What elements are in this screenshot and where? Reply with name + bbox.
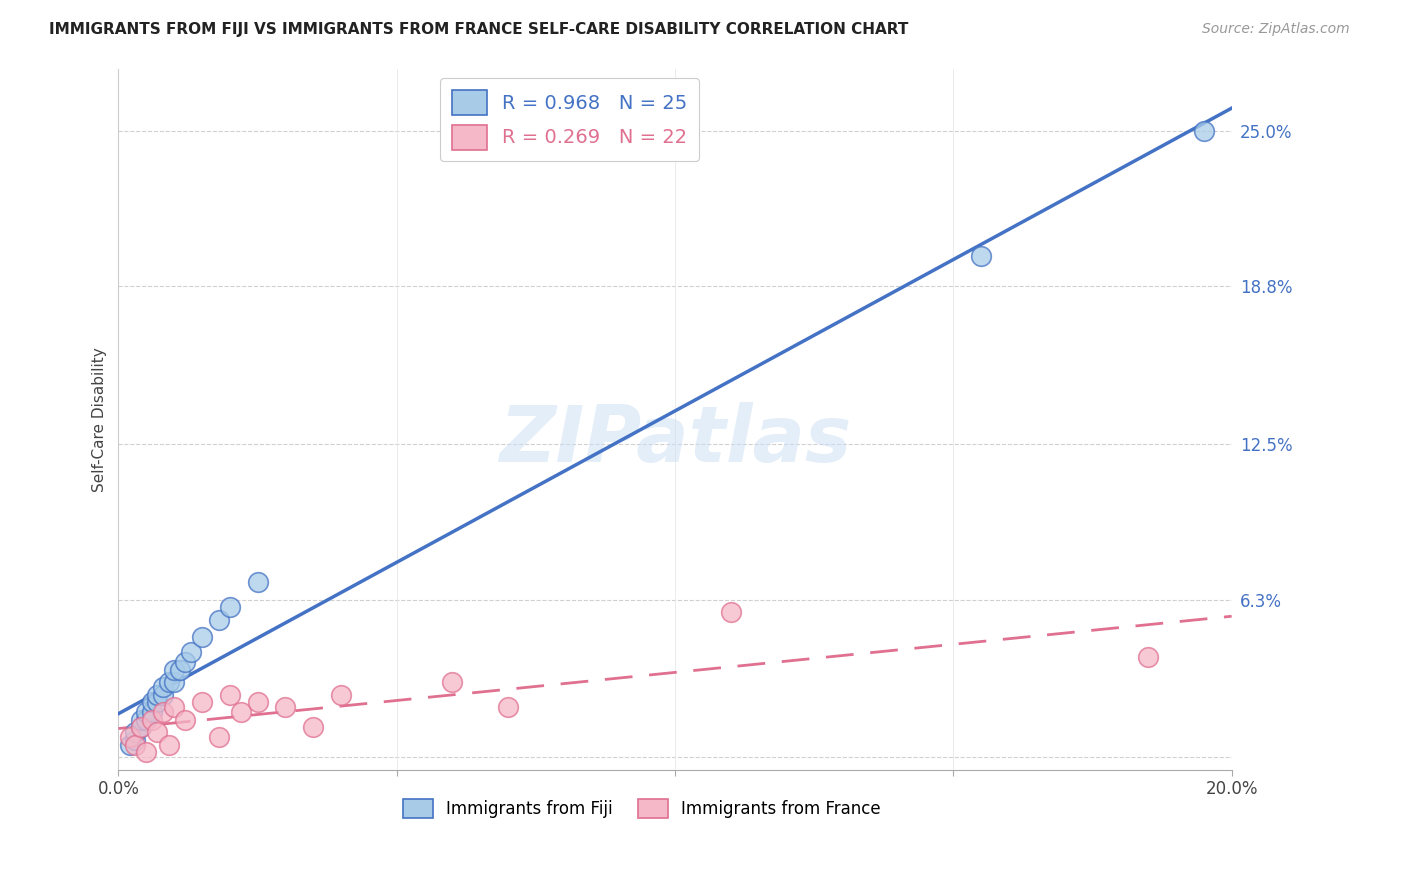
Point xyxy=(135,746,157,760)
Point xyxy=(118,731,141,745)
Point xyxy=(157,738,180,752)
Point xyxy=(191,695,214,709)
Point xyxy=(157,675,180,690)
Point xyxy=(146,695,169,709)
Point xyxy=(246,695,269,709)
Point xyxy=(302,720,325,734)
Point xyxy=(135,706,157,720)
Point xyxy=(152,688,174,702)
Point xyxy=(970,249,993,263)
Point xyxy=(1192,124,1215,138)
Point xyxy=(496,700,519,714)
Point xyxy=(174,655,197,669)
Point xyxy=(124,733,146,747)
Point xyxy=(169,663,191,677)
Point xyxy=(141,706,163,720)
Point xyxy=(163,700,186,714)
Point xyxy=(229,706,252,720)
Point xyxy=(124,738,146,752)
Legend: Immigrants from Fiji, Immigrants from France: Immigrants from Fiji, Immigrants from Fr… xyxy=(396,792,887,825)
Point xyxy=(1137,650,1160,665)
Point xyxy=(330,688,353,702)
Point xyxy=(207,613,229,627)
Point xyxy=(174,713,197,727)
Point xyxy=(135,713,157,727)
Point xyxy=(180,645,202,659)
Point xyxy=(141,695,163,709)
Point xyxy=(163,675,186,690)
Point xyxy=(146,688,169,702)
Point xyxy=(274,700,297,714)
Point xyxy=(720,605,742,619)
Point xyxy=(129,720,152,734)
Text: ZIPatlas: ZIPatlas xyxy=(499,402,851,478)
Point xyxy=(152,681,174,695)
Point xyxy=(207,731,229,745)
Point xyxy=(218,600,240,615)
Point xyxy=(441,675,464,690)
Point xyxy=(163,663,186,677)
Point xyxy=(129,713,152,727)
Point xyxy=(124,725,146,739)
Point xyxy=(191,630,214,644)
Point xyxy=(218,688,240,702)
Y-axis label: Self-Care Disability: Self-Care Disability xyxy=(93,347,107,491)
Point xyxy=(152,706,174,720)
Text: IMMIGRANTS FROM FIJI VS IMMIGRANTS FROM FRANCE SELF-CARE DISABILITY CORRELATION : IMMIGRANTS FROM FIJI VS IMMIGRANTS FROM … xyxy=(49,22,908,37)
Point xyxy=(146,725,169,739)
Point xyxy=(129,720,152,734)
Point xyxy=(118,738,141,752)
Text: Source: ZipAtlas.com: Source: ZipAtlas.com xyxy=(1202,22,1350,37)
Point xyxy=(141,713,163,727)
Point xyxy=(246,575,269,590)
